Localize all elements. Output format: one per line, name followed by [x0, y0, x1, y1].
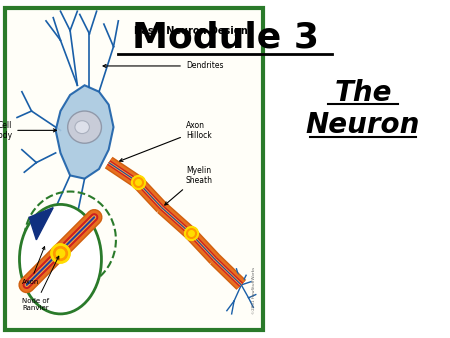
Text: Axon
Hillock: Axon Hillock	[120, 121, 212, 162]
Ellipse shape	[75, 121, 90, 134]
Circle shape	[19, 204, 101, 314]
Polygon shape	[56, 85, 113, 179]
Polygon shape	[29, 208, 53, 240]
Text: Neuron: Neuron	[306, 111, 420, 139]
Text: ©2001 HowStuffWorks: ©2001 HowStuffWorks	[252, 267, 256, 314]
Text: The: The	[334, 79, 392, 107]
Text: Cell
Body: Cell Body	[0, 121, 56, 140]
Text: Basic Neuron Design: Basic Neuron Design	[134, 26, 248, 35]
Text: Dendrites: Dendrites	[103, 62, 223, 70]
Text: Node of
Ranvier: Node of Ranvier	[22, 256, 59, 311]
Text: Axon: Axon	[22, 247, 45, 285]
Text: Module 3: Module 3	[131, 21, 319, 55]
Ellipse shape	[68, 111, 101, 143]
Bar	[5, 8, 263, 330]
Text: Myelin
Sheath: Myelin Sheath	[165, 166, 213, 205]
